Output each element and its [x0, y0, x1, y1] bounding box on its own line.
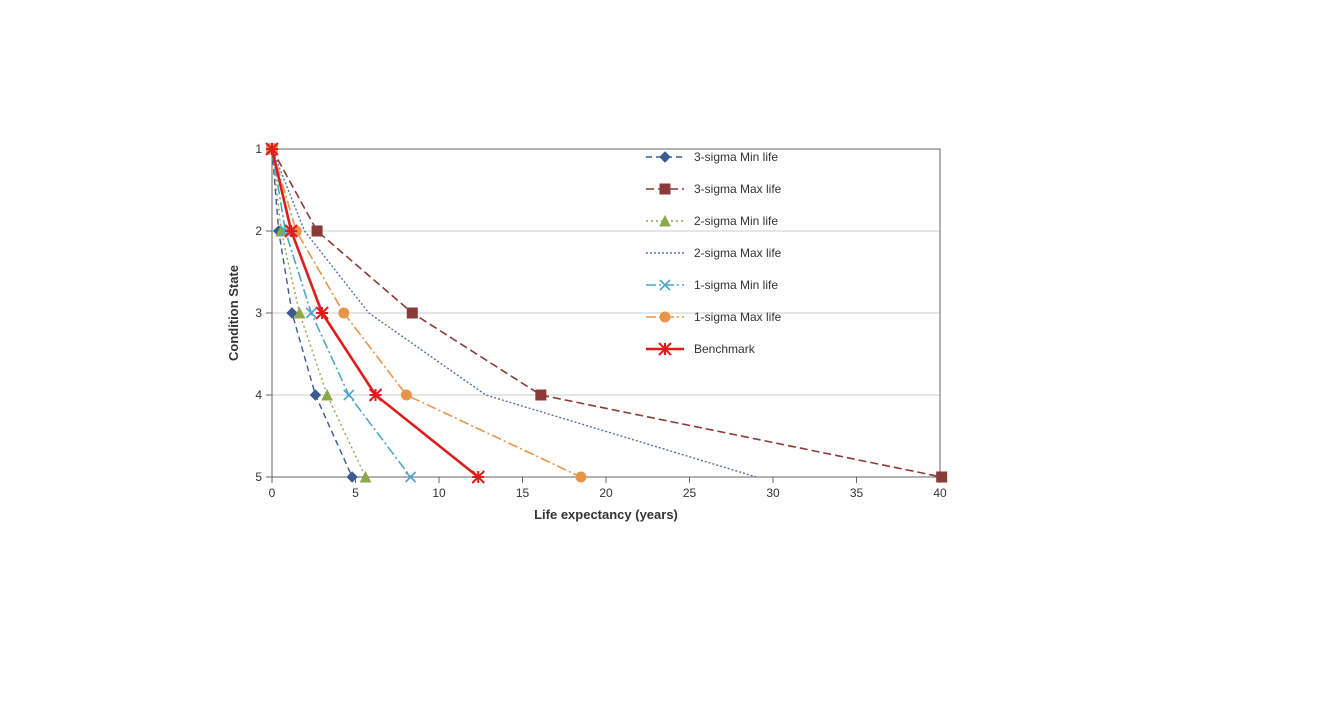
legend-label: 2-sigma Min life [694, 214, 778, 228]
x-tick-label: 20 [599, 486, 613, 500]
y-tick-label: 4 [255, 388, 262, 402]
x-tick-label: 10 [432, 486, 446, 500]
legend-label: Benchmark [694, 342, 756, 356]
x-tick-label: 5 [352, 486, 359, 500]
x-tick-label: 25 [683, 486, 697, 500]
x-tick-label: 40 [933, 486, 947, 500]
y-tick-label: 2 [255, 224, 262, 238]
legend-label: 1-sigma Max life [694, 310, 782, 324]
legend-label: 2-sigma Max life [694, 246, 782, 260]
x-tick-label: 15 [516, 486, 530, 500]
legend-label: 1-sigma Min life [694, 278, 778, 292]
y-tick-label: 3 [255, 306, 262, 320]
chart-container: 051015202530354012345Life expectancy (ye… [226, 143, 946, 523]
line-chart: 051015202530354012345Life expectancy (ye… [226, 143, 946, 523]
y-tick-label: 5 [255, 470, 262, 484]
x-tick-label: 30 [766, 486, 780, 500]
y-tick-label: 1 [255, 142, 262, 156]
x-axis-title: Life expectancy (years) [534, 507, 678, 522]
legend-label: 3-sigma Max life [694, 182, 782, 196]
legend-label: 3-sigma Min life [694, 150, 778, 164]
x-tick-label: 35 [850, 486, 864, 500]
y-axis-title: Condition State [226, 265, 241, 361]
x-tick-label: 0 [269, 486, 276, 500]
